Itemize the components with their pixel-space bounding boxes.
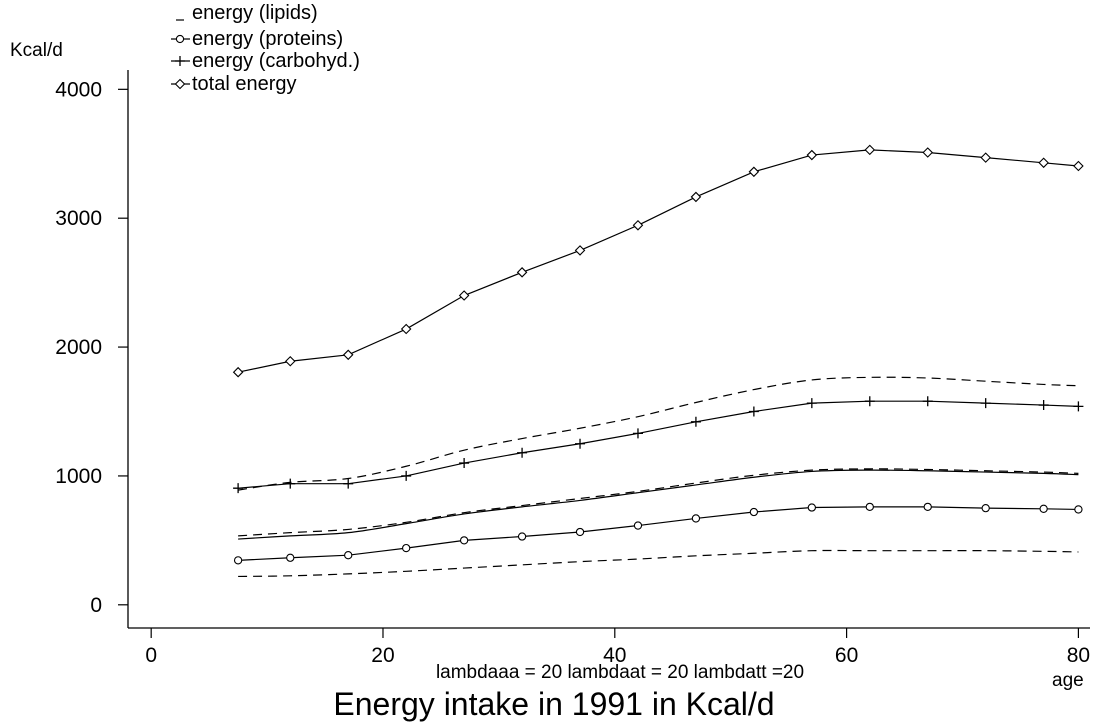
data-point-diamond bbox=[690, 191, 702, 203]
series-group bbox=[232, 144, 1084, 378]
data-point-plus bbox=[690, 416, 701, 427]
data-point-plus bbox=[1038, 400, 1049, 411]
plot-area bbox=[232, 144, 1084, 578]
chart-title: Energy intake in 1991 in Kcal/d bbox=[333, 686, 774, 722]
legend-marker-diamond bbox=[174, 78, 186, 90]
y-tick-label: 2000 bbox=[55, 336, 102, 359]
data-point-diamond bbox=[1038, 157, 1049, 169]
data-point-plus bbox=[806, 398, 817, 409]
legend-label: energy (proteins) bbox=[192, 28, 343, 50]
legend-label: energy (carbohyd.) bbox=[192, 50, 360, 72]
legend-marker-plus bbox=[175, 56, 185, 66]
data-point-plus bbox=[632, 428, 643, 439]
legend-label: energy (lipids) bbox=[192, 2, 318, 24]
data-point-circle bbox=[691, 514, 701, 523]
x-tick-label: 0 bbox=[145, 644, 157, 667]
data-point-circle bbox=[1074, 505, 1083, 514]
series-group bbox=[238, 549, 1079, 578]
legend-marker-circle bbox=[175, 34, 185, 44]
y-axis-label: Kcal/d bbox=[10, 40, 63, 61]
data-point-plus bbox=[922, 396, 933, 407]
data-point-plus bbox=[401, 470, 412, 481]
data-point-diamond bbox=[632, 220, 644, 231]
data-point-circle bbox=[807, 503, 816, 512]
series-curve bbox=[238, 376, 1079, 491]
y-tick-label: 4000 bbox=[55, 78, 102, 101]
x-tick-label: 20 bbox=[371, 644, 394, 667]
series-group bbox=[233, 502, 1083, 565]
data-point-diamond bbox=[806, 149, 818, 161]
data-point-diamond bbox=[980, 152, 991, 163]
data-point-diamond bbox=[574, 245, 586, 256]
series-line bbox=[238, 400, 1079, 489]
legend-item: total energy bbox=[171, 73, 297, 95]
data-point-circle bbox=[286, 553, 295, 562]
data-point-plus bbox=[980, 398, 991, 409]
data-point-circle bbox=[633, 521, 643, 530]
y-axis-ticks: 0 1000 2000 3000 4000 bbox=[55, 78, 128, 617]
series-line bbox=[237, 149, 1079, 373]
y-tick-label: 3000 bbox=[55, 207, 102, 230]
data-point-diamond bbox=[232, 366, 244, 378]
series-line bbox=[238, 549, 1079, 578]
series-curve bbox=[238, 468, 1079, 537]
data-point-circle bbox=[749, 507, 759, 517]
data-point-plus bbox=[1073, 401, 1084, 412]
data-point-diamond bbox=[922, 147, 934, 158]
x-tick-label: 80 bbox=[1067, 644, 1090, 667]
data-point-circle bbox=[402, 543, 411, 553]
series-line bbox=[238, 506, 1079, 561]
legend-item: energy (lipids) bbox=[176, 2, 318, 24]
x-tick-label: 60 bbox=[835, 644, 858, 667]
legend-item: energy (proteins) bbox=[171, 28, 343, 50]
data-point-diamond bbox=[400, 323, 412, 335]
data-point-plus bbox=[748, 406, 759, 417]
data-point-plus bbox=[517, 447, 528, 458]
data-point-diamond bbox=[748, 166, 760, 178]
legend-item: energy (carbohyd.) bbox=[171, 50, 360, 72]
series-curve bbox=[238, 469, 1079, 540]
data-point-plus bbox=[343, 478, 354, 489]
data-point-plus bbox=[459, 458, 470, 469]
data-point-diamond bbox=[864, 144, 876, 156]
data-point-plus bbox=[233, 483, 244, 494]
data-point-circle bbox=[923, 502, 932, 512]
data-point-diamond bbox=[1073, 160, 1084, 172]
data-point-circle bbox=[233, 556, 243, 565]
data-point-plus bbox=[285, 478, 296, 489]
x-tick-label: 40 bbox=[603, 644, 626, 667]
y-tick-label: 1000 bbox=[55, 465, 102, 488]
data-point-circle bbox=[517, 532, 527, 541]
data-point-diamond bbox=[342, 349, 354, 361]
data-point-diamond bbox=[516, 267, 528, 278]
data-point-circle bbox=[575, 527, 585, 537]
legend-label: total energy bbox=[192, 73, 297, 95]
x-axis-ticks: 0 20 40 60 80 bbox=[145, 628, 1090, 667]
data-point-circle bbox=[981, 504, 990, 513]
data-point-plus bbox=[575, 438, 586, 449]
legend: energy (lipids) energy (proteins)energy (… bbox=[171, 2, 360, 95]
data-point-diamond bbox=[458, 290, 470, 301]
data-point-plus bbox=[864, 396, 875, 407]
data-point-circle bbox=[344, 551, 353, 560]
y-tick-label: 0 bbox=[90, 594, 102, 617]
data-point-circle bbox=[865, 502, 874, 512]
chart-subtitle: lambdaaa = 20 lambdaat = 20 lambdatt =20 bbox=[436, 662, 804, 683]
data-point-diamond bbox=[284, 355, 296, 367]
data-point-circle bbox=[459, 536, 469, 545]
data-point-circle bbox=[1039, 504, 1048, 513]
x-axis-label: age bbox=[1052, 670, 1084, 691]
series-group bbox=[233, 396, 1084, 494]
